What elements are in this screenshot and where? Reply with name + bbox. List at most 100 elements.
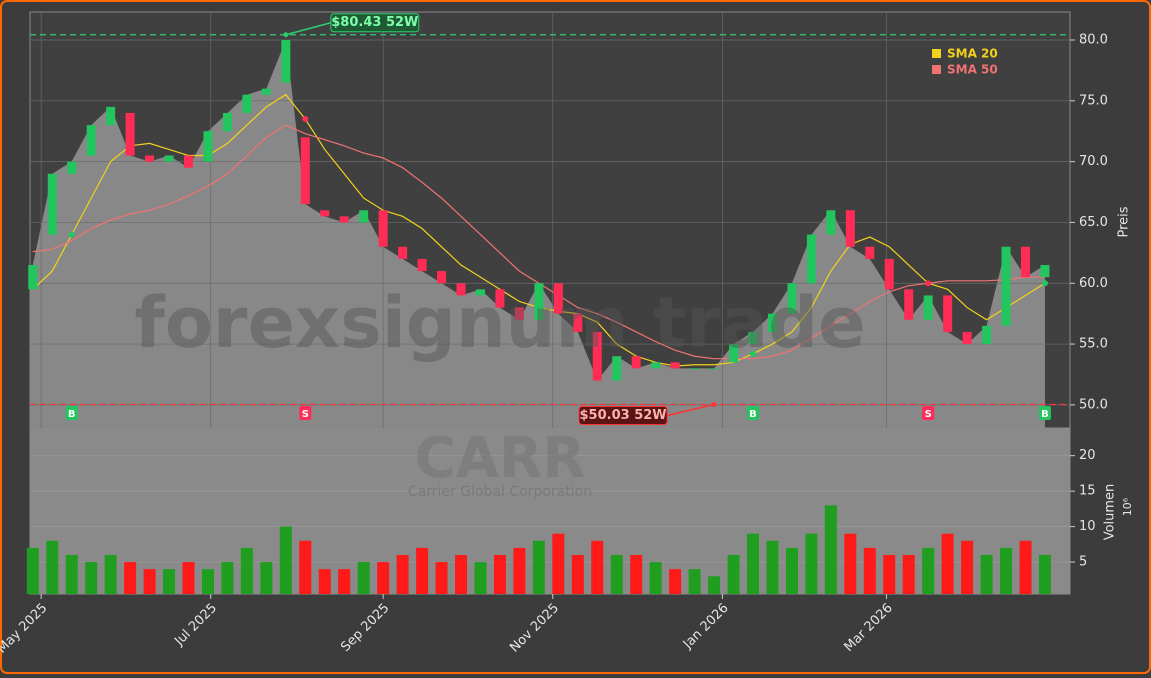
volume-bar <box>377 562 390 594</box>
candle-body <box>106 106 116 126</box>
candle-body <box>729 344 739 363</box>
candle-body <box>806 234 816 284</box>
volume-bar <box>961 540 974 594</box>
signal-dot <box>302 116 309 123</box>
volume-bar <box>922 547 935 594</box>
candle-body <box>300 137 310 205</box>
signal-badge <box>65 406 78 420</box>
y-axis-label: Preis <box>1117 206 1132 237</box>
volume-bar <box>46 540 59 594</box>
signal-badge <box>299 406 312 420</box>
candle-body <box>164 155 174 162</box>
watermark-symbol: CARR <box>415 426 586 491</box>
volume-bar <box>435 562 448 594</box>
y-tick-label: 60.0 <box>1079 276 1108 291</box>
volume-bar <box>221 562 234 594</box>
volume-unit: 10⁶ <box>1121 497 1134 516</box>
52w-high-point <box>283 32 289 38</box>
volume-bar <box>688 569 701 594</box>
candle-body <box>261 88 271 95</box>
candle-body <box>398 246 408 259</box>
price-area <box>30 39 1045 428</box>
candle-body <box>320 210 330 217</box>
candle-body <box>359 210 369 223</box>
candle-body <box>690 368 700 370</box>
volume-bar <box>279 526 292 594</box>
volume-bar <box>201 569 214 594</box>
legend-label: SMA 20 <box>947 47 998 61</box>
candle-body <box>1040 265 1050 278</box>
volume-bar <box>980 554 993 594</box>
candle-body <box>437 271 447 284</box>
candle-body <box>923 295 933 320</box>
volume-bar <box>669 569 682 594</box>
candle-body <box>884 258 894 290</box>
candle-body <box>904 289 914 320</box>
volume-bar <box>902 554 915 594</box>
legend-swatch <box>932 65 941 74</box>
sma-line <box>32 124 1045 360</box>
legend-swatch <box>932 49 941 58</box>
volume-bar <box>318 569 331 594</box>
volume-bar <box>708 576 721 594</box>
candle-body <box>982 325 992 345</box>
volume-bar <box>474 562 487 594</box>
volume-bar <box>1038 554 1051 594</box>
volume-bar <box>357 562 370 594</box>
candle-body <box>553 283 563 314</box>
watermark-company: Carrier Global Corporation <box>408 484 592 500</box>
candle-body <box>865 246 875 259</box>
volume-bar <box>552 533 565 594</box>
y-tick-label: 75.0 <box>1079 93 1108 108</box>
candle-body <box>242 94 252 113</box>
signal-dot <box>68 231 75 238</box>
signal-label: S <box>302 409 309 420</box>
volume-bar <box>338 569 351 594</box>
volume-bar <box>396 554 409 594</box>
candle-body <box>67 161 77 174</box>
volume-bar <box>26 547 39 594</box>
signal-badge <box>922 406 935 420</box>
volume-bar <box>416 547 429 594</box>
candle-body <box>962 331 972 345</box>
volume-bar <box>455 554 468 594</box>
watermark: forexsignum trade <box>134 282 865 364</box>
signal-dot <box>925 280 932 287</box>
volume-bar <box>532 540 545 594</box>
candle-body <box>222 112 232 132</box>
y-tick-label: 70.0 <box>1079 154 1108 169</box>
volume-bar <box>824 505 837 594</box>
signal-label: B <box>749 409 757 420</box>
volume-bar <box>65 554 78 594</box>
candle-body <box>475 289 485 296</box>
volume-bar <box>124 562 137 594</box>
candle-body <box>592 331 602 381</box>
candle-body <box>651 362 661 369</box>
y-tick-label: 80.0 <box>1079 32 1108 47</box>
volume-bar <box>513 547 526 594</box>
volume-bar <box>766 540 779 594</box>
candle-body <box>86 125 96 156</box>
candle-body <box>1021 246 1031 278</box>
candle-body <box>631 356 641 369</box>
volume-bar <box>260 562 273 594</box>
candle-body <box>1001 246 1011 326</box>
signal-label: S <box>925 409 932 420</box>
volume-bar <box>883 554 896 594</box>
volume-bar <box>571 554 584 594</box>
signal-label: B <box>1041 409 1049 420</box>
52w-high-arrow <box>285 22 332 36</box>
y-tick-label: 55.0 <box>1079 337 1108 352</box>
volume-tick-label: 10 <box>1079 519 1096 534</box>
52w-low-point <box>711 402 717 408</box>
volume-bar <box>630 554 643 594</box>
signal-badge <box>746 406 759 420</box>
candle-body <box>378 210 388 247</box>
volume-bar <box>610 554 623 594</box>
52w-low-label: $50.03 52W <box>580 408 667 423</box>
52w-high-label: $80.43 52W <box>331 15 418 30</box>
candle-body <box>826 210 836 235</box>
52w-low-box <box>578 406 668 426</box>
